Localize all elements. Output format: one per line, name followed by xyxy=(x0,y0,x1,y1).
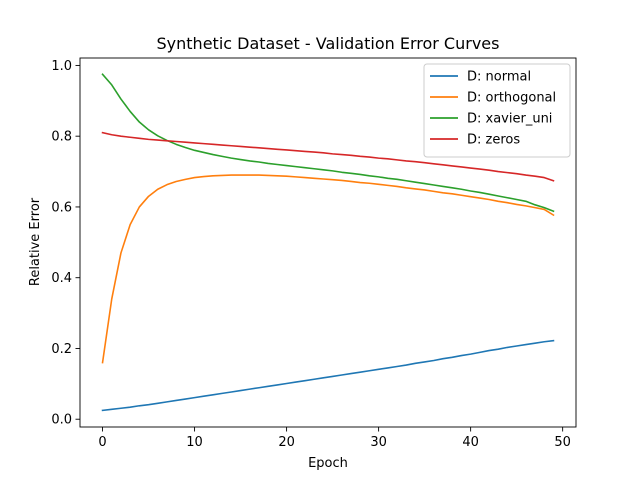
chart-title: Synthetic Dataset - Validation Error Cur… xyxy=(157,34,500,53)
x-tick-label: 20 xyxy=(278,435,295,450)
legend-label: D: normal xyxy=(467,70,531,85)
legend-label: D: xavier_uni xyxy=(467,112,552,127)
y-axis-label: Relative Error xyxy=(28,197,43,286)
x-tick-label: 30 xyxy=(370,435,387,450)
axes-frame xyxy=(79,57,577,428)
x-tick-label: 50 xyxy=(554,435,571,450)
y-tick-label: 1.0 xyxy=(51,59,72,74)
legend: D: normal D: orthogonal D: xavier_uni D: ze… xyxy=(423,63,571,158)
y-tick-label: 0.8 xyxy=(51,130,72,145)
x-tick-label: 0 xyxy=(98,435,106,450)
series-line-2 xyxy=(101,73,555,213)
series-line-1 xyxy=(101,174,555,364)
series-line-0 xyxy=(101,339,555,412)
legend-label: D: orthogonal xyxy=(467,91,556,106)
y-tick-label: 0.6 xyxy=(51,200,72,215)
legend-label: D: zeros xyxy=(467,133,520,148)
x-tick-label: 40 xyxy=(462,435,479,450)
x-tick-label: 10 xyxy=(186,435,203,450)
y-tick-label: 0.4 xyxy=(51,271,72,286)
legend-box xyxy=(423,63,571,158)
plot-area xyxy=(79,57,577,428)
y-tick-label: 0.0 xyxy=(51,413,72,428)
x-axis-label: Epoch xyxy=(308,456,348,471)
y-axis: 0.0 0.2 0.4 0.6 0.8 1.0 xyxy=(51,59,80,428)
y-tick-label: 0.2 xyxy=(51,342,72,357)
x-axis: 0 10 20 30 40 50 xyxy=(98,427,571,450)
series-line-3 xyxy=(101,131,555,182)
